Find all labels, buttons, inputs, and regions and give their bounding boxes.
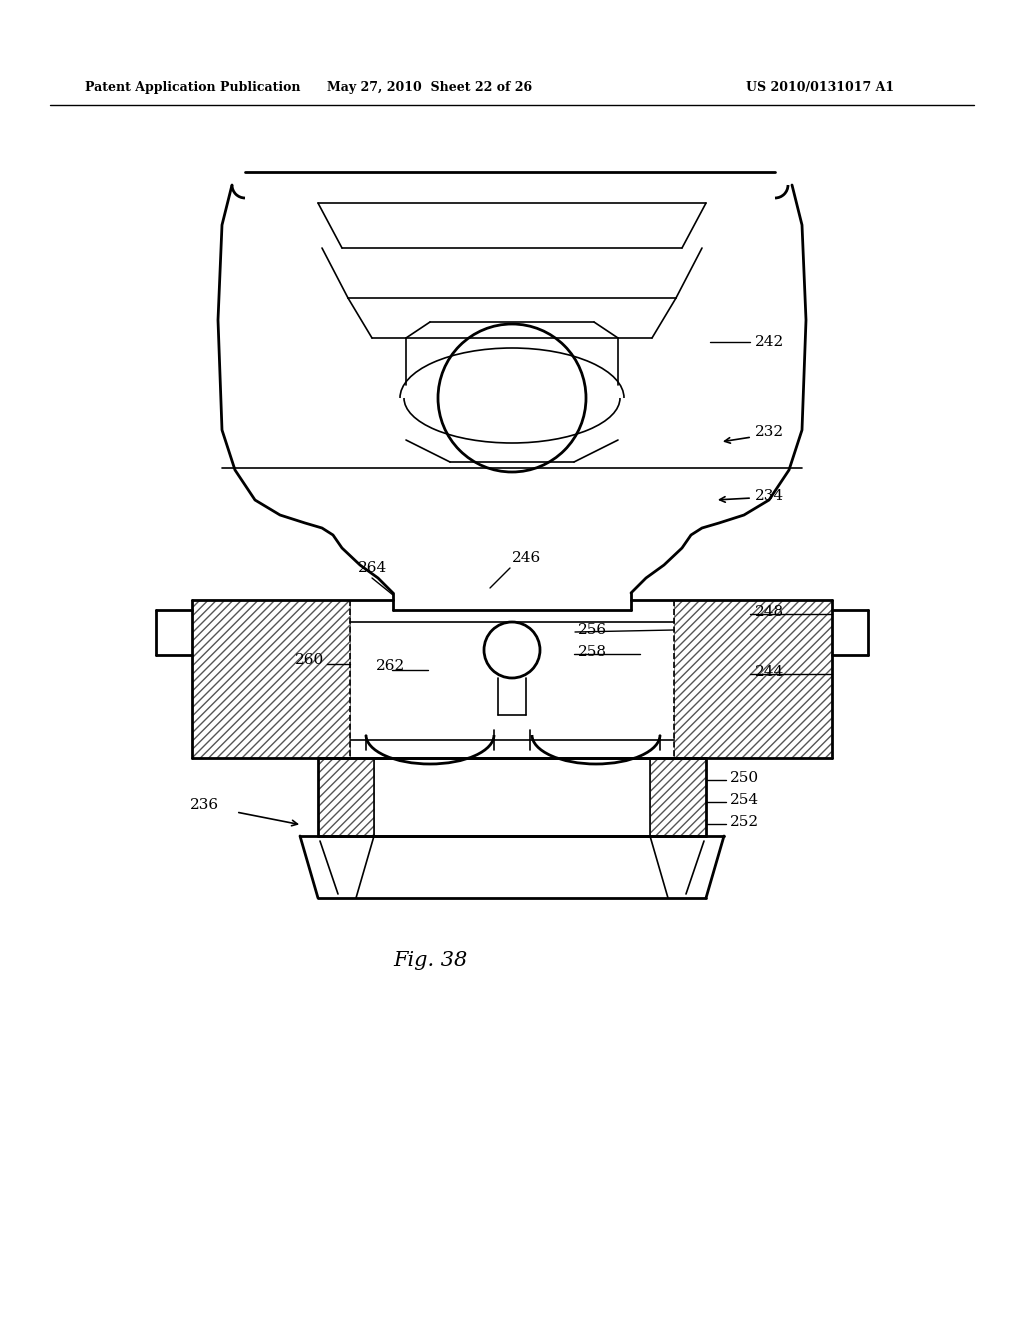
Text: Fig. 38: Fig. 38 (393, 950, 467, 969)
Text: 246: 246 (512, 550, 542, 565)
Bar (193, 601, 350, 758)
Text: 256: 256 (578, 623, 607, 638)
Text: 250: 250 (730, 771, 759, 785)
Text: 236: 236 (190, 799, 219, 812)
Text: 258: 258 (578, 645, 607, 659)
Text: 252: 252 (730, 814, 759, 829)
Bar (674, 601, 831, 758)
Text: Patent Application Publication: Patent Application Publication (85, 82, 300, 95)
Text: 234: 234 (755, 488, 784, 503)
Text: 248: 248 (755, 605, 784, 619)
Text: 264: 264 (358, 561, 387, 576)
Text: 260: 260 (295, 653, 325, 667)
Bar (650, 758, 706, 836)
Text: May 27, 2010  Sheet 22 of 26: May 27, 2010 Sheet 22 of 26 (328, 82, 532, 95)
Text: 242: 242 (755, 335, 784, 348)
Text: 254: 254 (730, 793, 759, 807)
Text: US 2010/0131017 A1: US 2010/0131017 A1 (745, 82, 894, 95)
Text: 232: 232 (755, 425, 784, 440)
Text: 244: 244 (755, 665, 784, 678)
Text: 262: 262 (376, 659, 406, 673)
Bar (318, 758, 374, 836)
